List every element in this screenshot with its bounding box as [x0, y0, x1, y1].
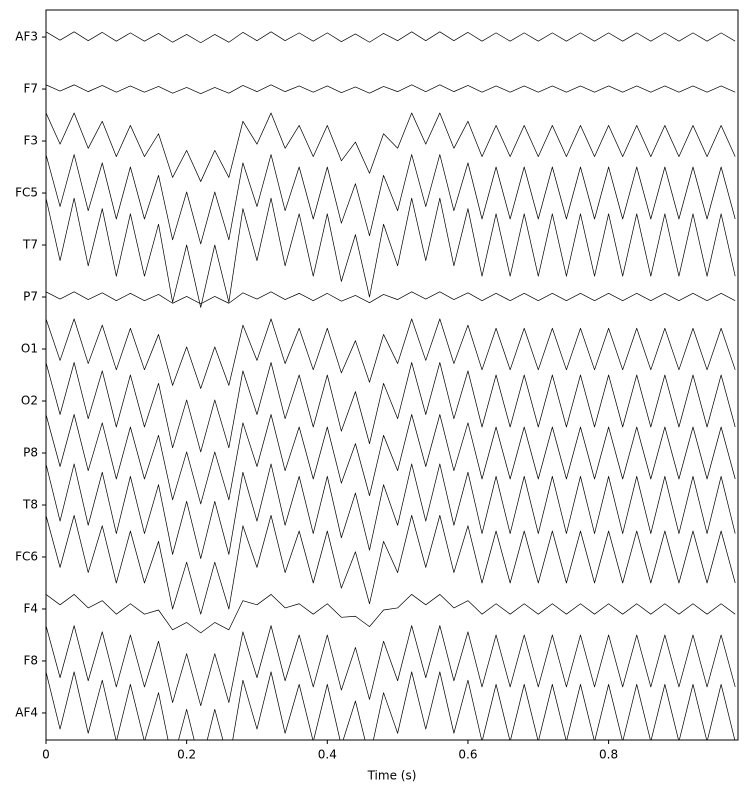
eeg-trace [46, 318, 736, 389]
y-tick-label: FC6 [15, 549, 38, 563]
x-tick-label: 0.8 [599, 748, 618, 762]
eeg-trace [46, 154, 736, 245]
y-tick-label: P8 [23, 445, 38, 459]
y-tick-label: O1 [21, 342, 38, 356]
eeg-trace [46, 112, 736, 182]
y-tick-label: F4 [23, 601, 38, 615]
x-tick-label: 0.6 [458, 748, 477, 762]
eeg-trace [46, 515, 736, 615]
y-tick-label: F7 [23, 82, 38, 96]
eeg-trace [46, 594, 736, 634]
eeg-trace [46, 362, 736, 453]
x-tick-label: 0 [42, 748, 50, 762]
eeg-trace [46, 625, 736, 707]
eeg-trace [46, 31, 736, 44]
y-tick-label: F3 [23, 134, 38, 148]
x-axis-label: Time (s) [367, 769, 417, 783]
y-tick-label: AF4 [15, 705, 38, 719]
eeg-trace [46, 414, 736, 505]
y-tick-label: P7 [23, 290, 38, 304]
y-tick-label: F8 [23, 653, 38, 667]
y-tick-label: T8 [22, 497, 38, 511]
eeg-trace [46, 671, 736, 740]
eeg-trace [46, 84, 736, 95]
eeg-trace [46, 197, 736, 308]
y-tick-label: FC5 [15, 186, 38, 200]
y-tick-label: AF3 [15, 30, 38, 44]
y-tick-label: T7 [22, 238, 38, 252]
eeg-trace [46, 291, 736, 305]
plot-frame [45, 9, 739, 741]
x-tick-label: 0.4 [318, 748, 337, 762]
eeg-trace [46, 463, 736, 559]
x-tick-label: 0.2 [177, 748, 196, 762]
traces [46, 31, 736, 740]
y-tick-label: O2 [21, 393, 38, 407]
